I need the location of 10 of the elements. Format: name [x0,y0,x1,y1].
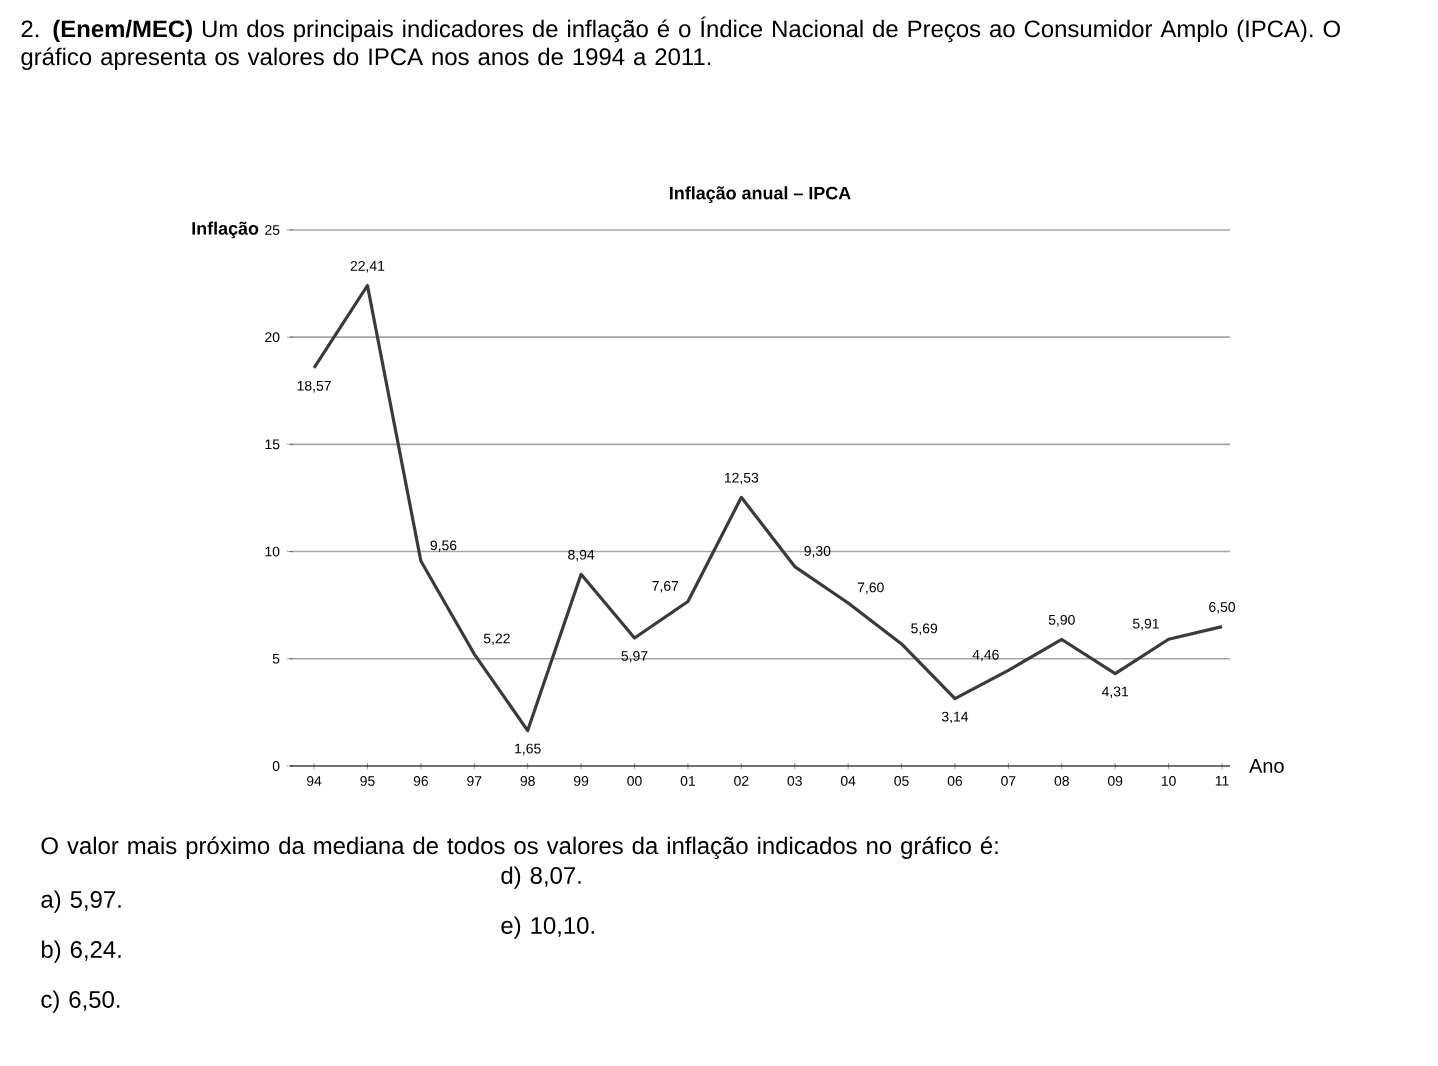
text: b) 6,24. [41,940,121,963]
text: O valor mais próximo da mediana de todos os valores da inflação indicados no gráfico é: [41,836,998,860]
y-axis-title: Inflação [192,221,259,239]
text: d) 8,07. [501,866,581,889]
text: 2. (Enem/MEC) Um dos principais indicadores de inflação é o Índice Nacional de Preços ao Consumidor Amplo (IPCA). O gráfico apresenta os valores do IPCA nos anos de 1994 a 2011. [21,16,1340,70]
text: c) 6,50. [41,990,120,1013]
text: e) 10,10. [501,916,594,939]
text: a) 5,97. [41,890,121,913]
chart-title: Inflação anual – IPCA [670,186,851,203]
x-axis-title: Ano [1249,759,1284,773]
